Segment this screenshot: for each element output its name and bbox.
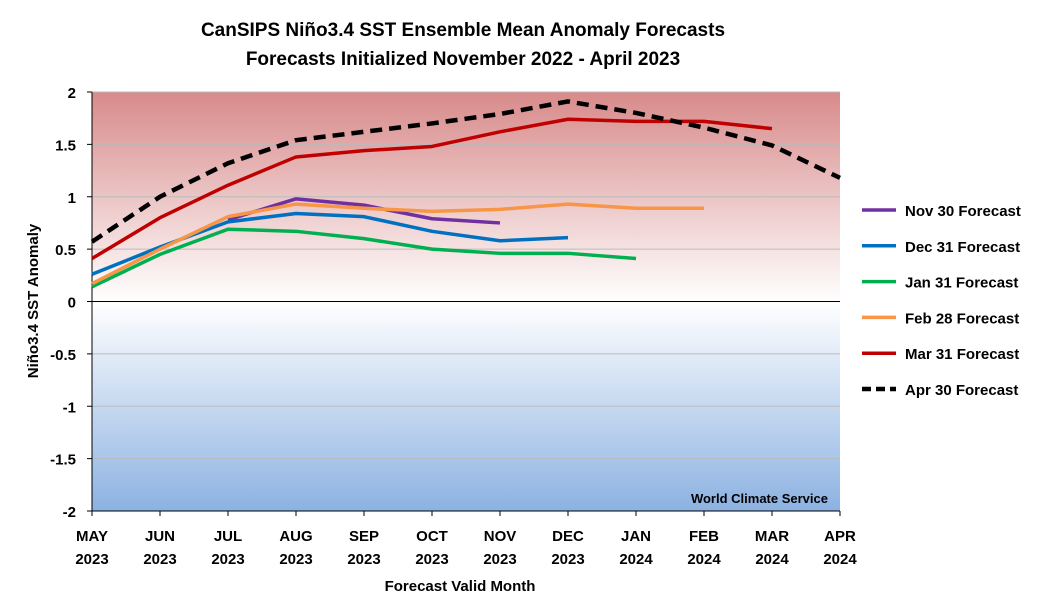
y-tick-label: -2 [63, 504, 76, 521]
series-line [91, 117, 773, 261]
y-axis-label: Niño3.4 SST Anomaly [25, 223, 42, 378]
chart-title: CanSIPS Niño3.4 SST Ensemble Mean Anomal… [201, 20, 725, 41]
y-tick-label: 1 [68, 190, 76, 207]
series-line [90, 99, 841, 244]
legend-label: Feb 28 Forecast [905, 310, 1019, 327]
x-tick-label: APR 2024 [823, 528, 857, 568]
y-tick-label: 1.5 [55, 137, 76, 154]
x-tick-label: JAN 2024 [619, 528, 653, 568]
legend-label: Mar 31 Forecast [905, 346, 1019, 363]
y-tick-label: 0.5 [55, 242, 76, 259]
x-tick-label: MAY 2023 [75, 528, 108, 568]
series-line [91, 227, 637, 289]
legend-label: Nov 30 Forecast [905, 203, 1021, 220]
y-tick-label: -1 [63, 399, 76, 416]
x-tick-label: FEB 2024 [687, 528, 721, 568]
chart-subtitle: Forecasts Initialized November 2022 - Ap… [246, 49, 680, 70]
annotation: World Climate Service [691, 491, 828, 506]
x-tick-label: JUL 2023 [211, 528, 244, 568]
series-line [227, 197, 501, 225]
x-tick-label: OCT 2023 [415, 528, 448, 568]
x-tick-label: MAR 2024 [755, 528, 789, 568]
y-tick-label: -1.5 [50, 452, 76, 469]
y-tick-label: 2 [68, 85, 76, 102]
x-tick-label: DEC 2023 [551, 528, 584, 568]
x-tick-label: NOV 2023 [483, 528, 516, 568]
series-line [91, 202, 704, 286]
legend-label: Apr 30 Forecast [905, 382, 1018, 399]
x-tick-label: SEP 2023 [347, 528, 380, 568]
x-tick-label: JUN 2023 [143, 528, 176, 568]
legend-label: Dec 31 Forecast [905, 239, 1020, 256]
legend-label: Jan 31 Forecast [905, 275, 1018, 292]
x-axis-label: Forecast Valid Month [385, 578, 536, 595]
x-tick-label: AUG 2023 [279, 528, 312, 568]
y-tick-label: -0.5 [50, 347, 76, 364]
y-tick-label: 0 [68, 295, 76, 312]
